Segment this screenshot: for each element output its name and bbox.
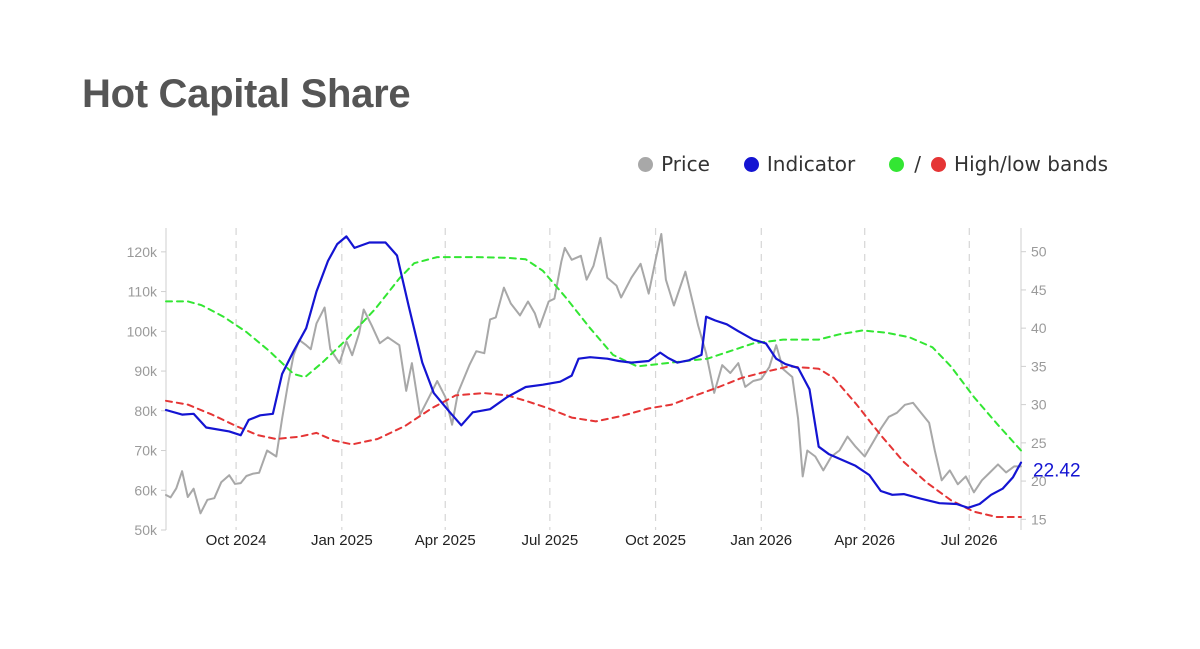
price-dot-icon [638,156,654,172]
axis-labels: Oct 2024 Jan 2025 Apr 2025 Jul 2025 Oct 2025… [127,244,1081,549]
series-layer [164,233,1023,518]
low-band-dot-icon [931,156,947,172]
legend: Price Indicator / High/low bands [638,152,1108,176]
y-right-tick-label: 30 [1031,397,1047,413]
chart-title: Hot Capital Share [82,72,411,116]
y-left-tick-label: 50k [134,522,158,538]
x-tick-label: Apr 2025 [415,532,476,549]
y-left-tick-label: 80k [134,403,158,419]
indicator-last-value-label: 22.42 [1033,461,1081,482]
y-left-tick-label: 100k [127,323,158,339]
x-tick-label: Jul 2025 [521,532,578,549]
legend-label-indicator: Indicator [766,152,856,176]
price-line [165,233,1022,515]
grid-lines [235,228,970,530]
legend-label-price: Price [661,152,710,176]
y-right-tick-label: 40 [1031,320,1047,336]
y-right-tick-label: 25 [1031,435,1047,451]
x-tick-label: Jan 2025 [311,532,373,549]
legend-item-price[interactable]: Price [638,152,710,176]
x-tick-label: Oct 2025 [625,532,686,549]
y-right-tick-label: 20 [1031,473,1047,489]
legend-slash: / [914,152,922,176]
y-left-tick-label: 60k [134,482,158,498]
high-band-dot-icon [889,156,905,172]
x-tick-label: Jul 2026 [941,532,998,549]
legend-item-bands[interactable]: / High/low bands [889,152,1108,176]
y-right-tick-label: 45 [1031,282,1047,298]
legend-label-bands: High/low bands [954,152,1108,176]
y-left-tick-label: 90k [134,363,158,379]
indicator-line [164,235,1023,509]
y-right-tick-label: 15 [1031,511,1047,527]
low-band-line [165,365,1022,518]
high-band-line [165,256,1022,452]
x-tick-label: Jan 2026 [730,532,792,549]
y-right-tick-label: 35 [1031,358,1047,374]
legend-item-indicator[interactable]: Indicator [743,152,856,176]
x-tick-label: Apr 2026 [834,532,895,549]
x-tick-label: Oct 2024 [206,532,267,549]
axes [161,228,1026,531]
y-right-tick-label: 50 [1031,244,1047,260]
y-left-tick-label: 70k [134,443,158,459]
y-left-tick-label: 110k [128,284,158,300]
indicator-dot-icon [743,156,759,172]
y-left-tick-label: 120k [127,244,158,260]
